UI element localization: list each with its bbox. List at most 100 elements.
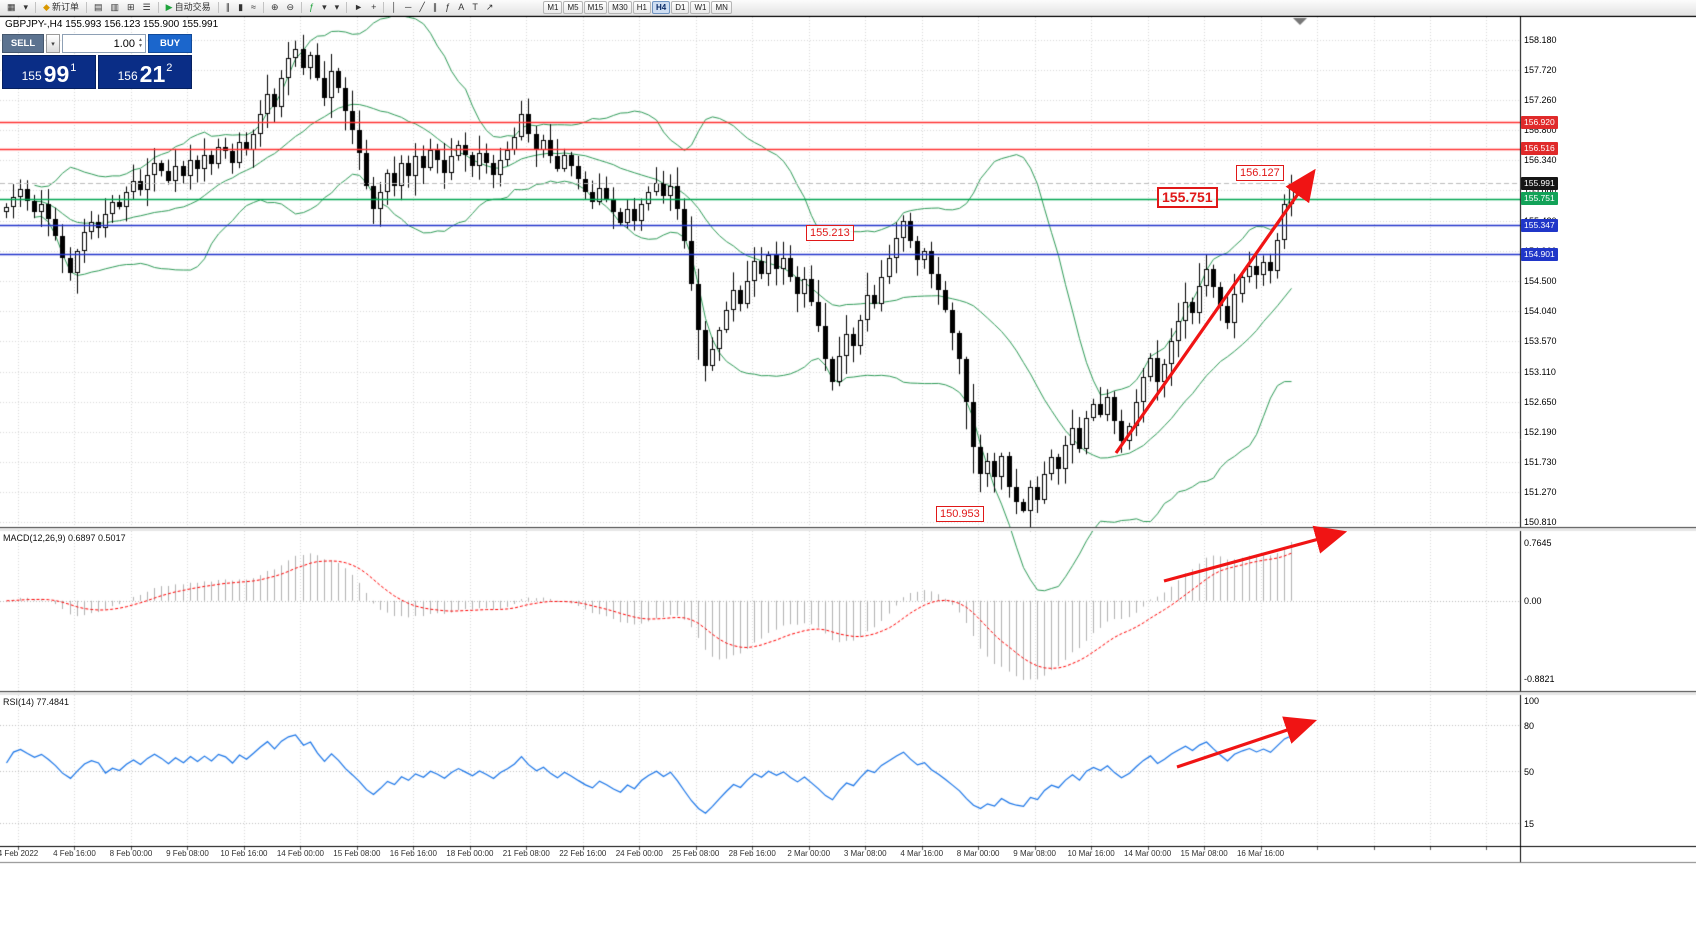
trendline-icon: ╱ [419,2,425,12]
toolbar-separator [383,2,385,13]
time-axis-label: 15 Feb 08:00 [333,849,381,858]
spinner-up-icon[interactable]: ▲ [138,37,143,43]
fibonacci-button[interactable]: ƒ [441,1,454,14]
indicators-button[interactable]: ƒ [305,1,318,14]
data-window-button[interactable]: ▥ [107,1,124,14]
horizontal-line-icon: ─ [404,2,412,12]
templates-button[interactable]: ▾ [331,1,344,14]
periods-icon: ▾ [322,2,327,12]
order-type-dropdown[interactable]: ▾ [46,34,60,53]
one-click-price-row: 155 99 1 156 21 2 [2,55,192,89]
one-click-controls-row: SELL ▾ 1.00 ▲ ▼ BUY [2,34,192,53]
navigator-icon: ⊞ [127,2,135,12]
time-axis-label: 9 Mar 08:00 [1013,849,1056,858]
price-axis-label: 158.180 [1524,35,1557,45]
chart-canvas[interactable] [0,16,1696,933]
spinner-down-icon[interactable]: ▼ [138,42,143,49]
navigator-button[interactable]: ⊞ [123,1,139,14]
time-axis-label: 10 Mar 16:00 [1067,849,1115,858]
zoom-out-button[interactable]: ⊖ [283,1,299,14]
price-axis-label: 156.800 [1524,125,1557,136]
fibonacci-icon: ƒ [445,2,451,12]
periods-button[interactable]: ▾ [318,1,331,14]
arrow-tools-button[interactable]: ↗ [482,1,498,14]
buy-price-prefix: 156 [117,69,138,84]
time-axis-label: 21 Feb 08:00 [502,849,550,858]
sell-button[interactable]: SELL [2,34,44,53]
market-watch-button[interactable]: ▤ [90,1,107,14]
vertical-line-icon: │ [391,2,397,12]
timeframe-h4-button[interactable]: H4 [651,1,671,14]
timeframe-h1-button[interactable]: H1 [632,1,651,14]
lot-size-field[interactable]: 1.00 ▲ ▼ [62,34,146,53]
vertical-line-button[interactable]: │ [387,1,401,14]
bars-button[interactable]: ∥ [222,1,235,14]
data-window-icon: ▥ [110,2,120,12]
horizontal-line-button[interactable]: ─ [401,1,415,14]
zoom-in-button[interactable]: ⊕ [267,1,283,14]
indicators-icon: ƒ [309,2,315,12]
trendline-button[interactable]: ╱ [415,1,428,14]
new-order-button[interactable]: ◆ 新订单 [39,1,83,14]
label-button[interactable]: T [468,1,482,14]
toolbar-separator [157,2,159,13]
buy-price-pips: 21 [139,61,166,88]
macd-axis-label: 0.00 [1524,595,1542,606]
rsi-axis-label: 80 [1524,721,1535,732]
cursor-button[interactable]: ► [350,1,367,14]
time-axis-label: 14 Mar 00:00 [1124,849,1172,858]
price-axis-label: 152.650 [1524,396,1557,407]
price-axis-label: 157.720 [1524,65,1557,76]
price-axis-label: 153.570 [1524,336,1557,347]
price-annotation[interactable]: 150.953 [936,506,984,522]
timeframe-m1-button[interactable]: M1 [543,1,563,14]
price-axis-label: 156.340 [1524,155,1557,166]
autotrading-label: 自动交易 [174,2,211,12]
sell-price-button[interactable]: 155 99 1 [2,55,96,89]
macd-indicator-label: MACD(12,26,9) 0.6897 0.5017 [3,533,126,543]
time-axis-label: 18 Feb 00:00 [446,849,494,858]
new-chart-button[interactable]: ▦ [3,1,20,14]
lot-spinner[interactable]: ▲ ▼ [138,37,143,49]
line-chart-button[interactable]: ≈ [247,1,260,14]
timeframe-toolbar: M1 M5 M15 M30 H1 H4 D1 W1 MN [543,1,732,14]
price-tag: 155.347 [1521,218,1558,232]
candles-button[interactable]: ▮ [234,1,247,14]
time-axis-label: 8 Mar 00:00 [956,849,1000,858]
timeframe-mn-button[interactable]: MN [711,1,732,14]
terminal-button[interactable]: ☰ [139,1,155,14]
timeframe-m15-button[interactable]: M15 [583,1,608,14]
crosshair-button[interactable]: + [367,1,380,14]
time-axis-label: 16 Mar 16:00 [1236,849,1285,858]
toolbar-separator [85,2,87,13]
price-annotation[interactable]: 156.127 [1236,165,1284,181]
rsi-indicator-label: RSI(14) 77.4841 [3,697,70,707]
price-tag: 155.751 [1521,192,1558,206]
lot-size-value[interactable]: 1.00 [113,37,136,50]
price-axis-label: 154.040 [1524,305,1557,316]
buy-price-button[interactable]: 156 21 2 [98,55,192,89]
price-annotation[interactable]: 155.751 [1157,187,1218,208]
price-tag: 154.901 [1521,247,1558,261]
timeframe-m5-button[interactable]: M5 [563,1,583,14]
text-button[interactable]: A [454,1,468,14]
timeframe-w1-button[interactable]: W1 [690,1,711,14]
price-axis-label: 157.260 [1524,95,1557,106]
channel-button[interactable]: ∥ [429,1,442,14]
arrow-tools-icon: ↗ [485,2,494,12]
timeframe-m30-button[interactable]: M30 [608,1,632,14]
time-axis-label: 16 Feb 16:00 [389,849,437,858]
autotrading-button[interactable]: ▶ 自动交易 [162,1,215,14]
timeframe-d1-button[interactable]: D1 [671,1,690,14]
profiles-icon: ▾ [23,2,29,12]
sell-price-prefix: 155 [21,69,42,84]
profiles-button[interactable]: ▾ [20,1,33,14]
macd-axis-label: -0.8821 [1524,673,1555,684]
time-axis-label: 24 Feb 00:00 [615,849,663,858]
price-annotation[interactable]: 155.213 [806,225,854,241]
price-axis-label: 155.880 [1524,185,1557,196]
price-axis-label: 152.190 [1524,426,1557,437]
buy-button[interactable]: BUY [148,34,192,53]
price-tag: 156.516 [1521,142,1558,156]
toolbar-separator [262,2,264,13]
